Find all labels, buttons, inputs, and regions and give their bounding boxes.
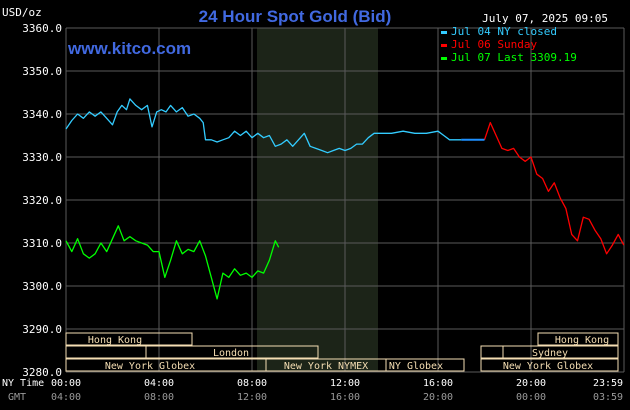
site-watermark: www.kitco.com bbox=[67, 39, 191, 58]
session-label: Hong Kong bbox=[555, 335, 609, 346]
y-tick-label: 3290.0 bbox=[22, 323, 62, 336]
gmt-tick-label: 20:00 bbox=[423, 392, 453, 403]
legend-swatch bbox=[441, 31, 447, 34]
market-sessions: Hong Kong London New York Globex New York N… bbox=[65, 332, 619, 372]
y-tick-label: 3280.0 bbox=[22, 366, 62, 379]
session-bar bbox=[385, 358, 465, 372]
grid-lines bbox=[65, 27, 625, 373]
gmt-tick-label: 08:00 bbox=[144, 392, 174, 403]
ny-tick-label: 23:59 bbox=[593, 378, 623, 389]
y-tick-label: 3340.0 bbox=[22, 108, 62, 121]
gmt-tick-label: 00:00 bbox=[516, 392, 546, 403]
gmt-tick-label: 04:00 bbox=[51, 392, 81, 403]
y-tick-label: 3330.0 bbox=[22, 151, 62, 164]
session-bar-blank bbox=[65, 345, 147, 359]
session-bar bbox=[480, 358, 619, 372]
legend-label: Jul 06 Sunday bbox=[451, 38, 537, 51]
session-label: New York Globex bbox=[503, 361, 593, 372]
ny-tick-label: 08:00 bbox=[237, 378, 267, 389]
ny-tick-label: 16:00 bbox=[423, 378, 453, 389]
y-tick-label: 3300.0 bbox=[22, 280, 62, 293]
legend-label: Jul 04 NY closed bbox=[451, 25, 557, 38]
chart-title: 24 Hour Spot Gold (Bid) bbox=[199, 7, 392, 26]
y-tick-label: 3360.0 bbox=[22, 22, 62, 35]
series-line bbox=[483, 121, 625, 255]
legend-swatch bbox=[441, 44, 447, 47]
ny-tick-label: 20:00 bbox=[516, 378, 546, 389]
gmt-tick-label: 16:00 bbox=[330, 392, 360, 403]
session-label: New York NYMEX bbox=[284, 361, 368, 372]
gmt-tick-label: 12:00 bbox=[237, 392, 267, 403]
ny-tick-label: 00:00 bbox=[51, 378, 81, 389]
legend-label: Jul 07 Last 3309.19 bbox=[451, 51, 577, 64]
y-tick-label: 3310.0 bbox=[22, 237, 62, 250]
gmt-label: GMT bbox=[8, 392, 26, 403]
time-axis: NY Time GMT 00:00 04:00 08:00 12:00 16:00 20:00… bbox=[2, 378, 623, 403]
session-bar bbox=[65, 332, 193, 346]
ny-tick-label: 12:00 bbox=[330, 378, 360, 389]
chart-date: July 07, 2025 09:05 bbox=[482, 12, 608, 25]
session-label: Hong Kong bbox=[88, 335, 142, 346]
session-label: New York Globex bbox=[105, 361, 195, 372]
series-line bbox=[65, 225, 280, 300]
y-tick-label: 3320.0 bbox=[22, 194, 62, 207]
series-line bbox=[65, 98, 462, 154]
session-label: Sydney bbox=[532, 348, 568, 359]
price-series bbox=[65, 98, 625, 300]
y-axis-tick-labels: 3280.0 3290.0 3300.0 3310.0 3320.0 3330.0 3340… bbox=[22, 22, 62, 379]
y-tick-label: 3350.0 bbox=[22, 65, 62, 78]
y-axis-unit: USD/oz bbox=[2, 6, 42, 19]
ny-tick-label: 04:00 bbox=[144, 378, 174, 389]
session-bar-blank bbox=[480, 345, 504, 359]
ny-time-label: NY Time bbox=[2, 378, 44, 389]
session-label: NY Globex bbox=[389, 361, 443, 372]
legend-swatch bbox=[441, 57, 447, 60]
gmt-tick-label: 03:59 bbox=[593, 392, 623, 403]
session-bar bbox=[537, 332, 619, 346]
session-label: London bbox=[213, 348, 249, 359]
